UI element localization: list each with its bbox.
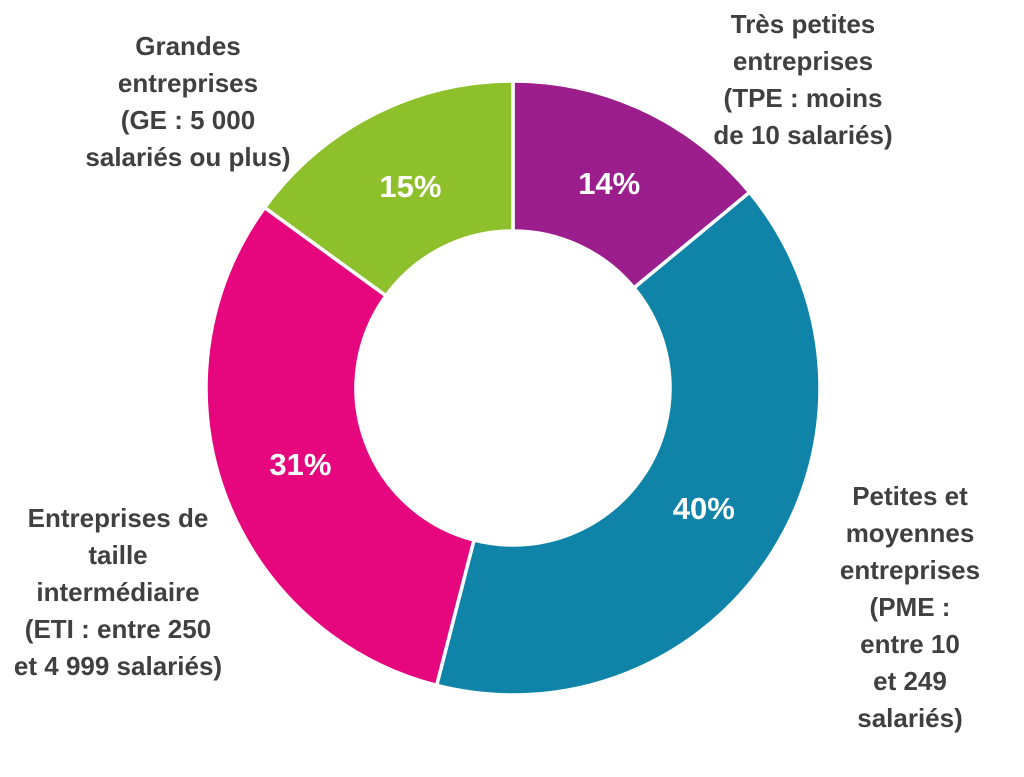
donut-slice-tpe bbox=[511, 79, 753, 291]
slice-label-tpe: Très petites entreprises (TPE : moins de… bbox=[713, 9, 893, 150]
slice-percentage-pme: 40% bbox=[672, 491, 735, 527]
slice-label-ge: Grandes entreprises (GE : 5 000 salariés… bbox=[85, 31, 291, 172]
donut-slice-pme bbox=[434, 189, 822, 697]
donut-slice-eti bbox=[204, 205, 477, 688]
slice-percentage-tpe: 14% bbox=[578, 165, 641, 201]
slice-label-eti: Entreprises de taille intermédiaire (ETI… bbox=[13, 503, 223, 681]
slice-percentage-ge: 15% bbox=[379, 168, 442, 204]
slice-label-pme: Petites et moyennes entreprises (PME : e… bbox=[839, 481, 981, 733]
slice-percentage-eti: 31% bbox=[269, 446, 332, 482]
donut-slice-ge bbox=[262, 79, 515, 299]
